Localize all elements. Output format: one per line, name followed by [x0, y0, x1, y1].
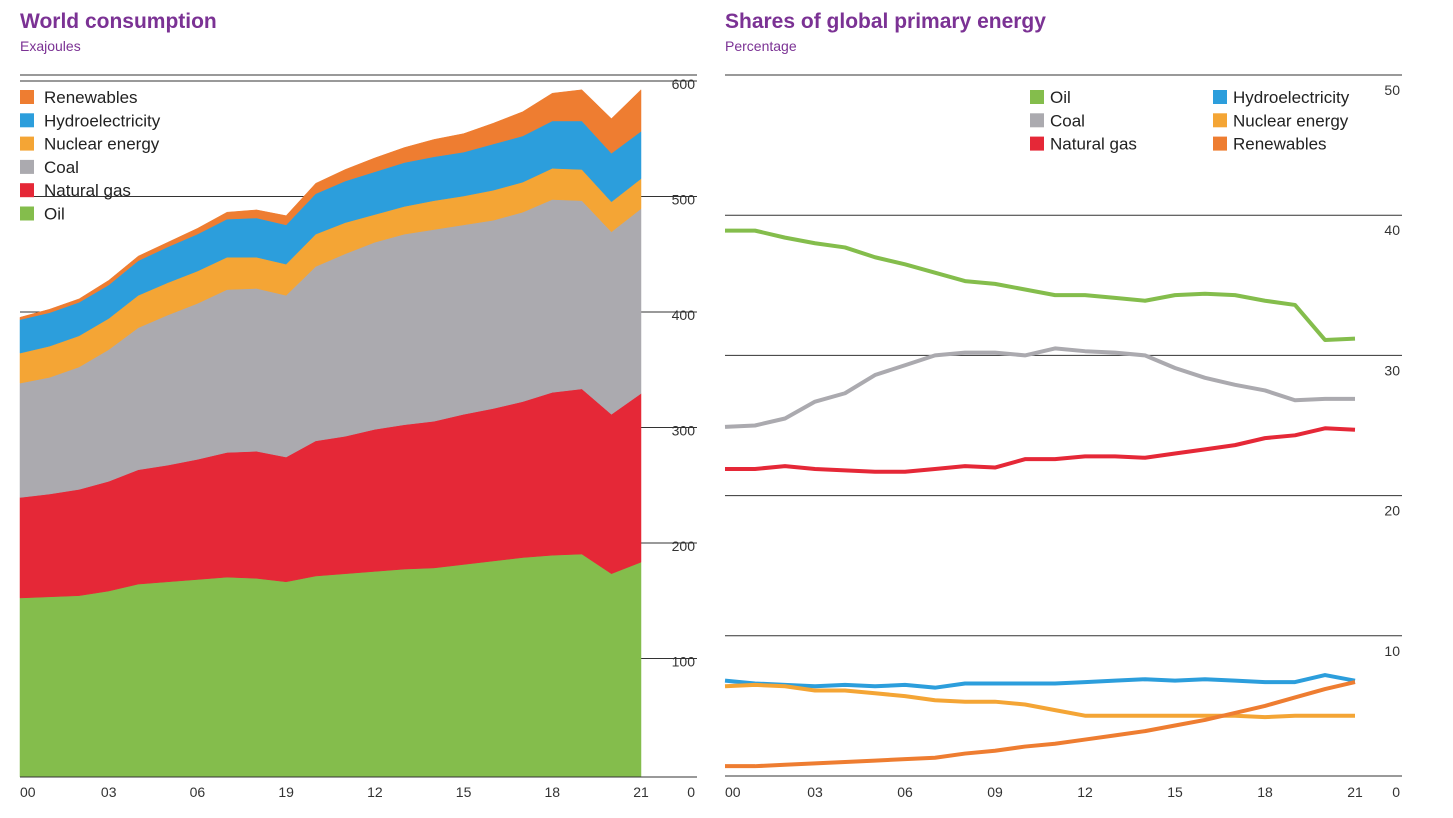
line-renewables — [725, 680, 1356, 769]
chart-title-shares: Shares of global primary energy — [725, 10, 1046, 33]
y-tick-label: 300 — [672, 423, 696, 439]
x-tick-label: 15 — [1167, 784, 1183, 800]
line-hydroelectricity — [724, 673, 1356, 690]
x-tick-label: 18 — [544, 784, 560, 800]
legend-label-coal: Coal — [1050, 111, 1085, 130]
x-tick-label: 21 — [1347, 784, 1363, 800]
x-tick-label: 15 — [456, 784, 472, 800]
x-tick-label: 00 — [725, 784, 741, 800]
y-tick-label: 30 — [1384, 362, 1400, 378]
legend-swatch-hydroelectricity — [1213, 90, 1227, 104]
legend-label-hydroelectricity: Hydroelectricity — [1233, 88, 1350, 107]
legend-label-natural-gas: Natural gas — [1050, 135, 1137, 154]
x-tick-label: 12 — [367, 784, 383, 800]
x-tick-label: 18 — [1257, 784, 1273, 800]
legend-label-coal: Coal — [44, 158, 79, 177]
legend-swatch-natural-gas — [1030, 136, 1044, 151]
x-tick-label: 21 — [633, 784, 649, 800]
legend-swatch-renewables — [20, 90, 34, 104]
x-tick-label: 03 — [101, 784, 117, 800]
line-coal — [724, 346, 1355, 429]
y-tick-label: 10 — [1384, 643, 1400, 659]
legend-label-renewables: Renewables — [1233, 135, 1327, 154]
x-tick-label: 06 — [190, 784, 206, 800]
x-tick-label: 19 — [278, 784, 294, 800]
y-tick-label: 200 — [672, 538, 696, 554]
y-tick-label: 0 — [687, 784, 695, 800]
legend-swatch-hydroelectricity — [20, 113, 34, 128]
line-oil — [725, 228, 1356, 342]
legend-swatch-coal — [1030, 113, 1044, 128]
legend-swatch-oil — [1030, 90, 1044, 104]
x-tick-label: 09 — [987, 784, 1003, 800]
y-tick-label: 20 — [1384, 503, 1400, 519]
legend-label-renewables: Renewables — [44, 88, 138, 107]
y-tick-label: 0 — [1392, 784, 1400, 800]
legend-swatch-nuclear-energy — [1213, 113, 1227, 128]
line-natural-gas — [725, 426, 1356, 474]
legend-label-nuclear-energy: Nuclear energy — [44, 135, 160, 154]
x-tick-label: 12 — [1077, 784, 1093, 800]
y-tick-label: 40 — [1384, 222, 1400, 238]
chart-title-consumption: World consumption — [20, 10, 217, 33]
y-tick-label: 100 — [672, 654, 696, 670]
legend-label-natural-gas: Natural gas — [44, 181, 131, 200]
legend-swatch-oil — [20, 206, 34, 221]
legend-swatch-coal — [20, 159, 34, 174]
area-renewables — [19, 89, 642, 320]
legend-label-oil: Oil — [1050, 88, 1071, 107]
y-tick-label: 600 — [672, 76, 696, 92]
chart-subtitle-shares: Percentage — [725, 38, 797, 54]
chart-subtitle-consumption: Exajoules — [20, 38, 81, 54]
legend-swatch-nuclear-energy — [20, 136, 34, 151]
legend-swatch-renewables — [1213, 136, 1227, 151]
legend-swatch-natural-gas — [20, 183, 34, 198]
x-tick-label: 00 — [20, 784, 36, 800]
legend-label-hydroelectricity: Hydroelectricity — [44, 111, 161, 130]
x-tick-label: 06 — [897, 784, 913, 800]
x-tick-label: 03 — [807, 784, 823, 800]
legend-label-oil: Oil — [44, 205, 65, 224]
y-tick-label: 400 — [672, 307, 696, 323]
legend-label-nuclear-energy: Nuclear energy — [1233, 111, 1349, 130]
line-nuclear-energy — [724, 682, 1355, 720]
y-tick-label: 500 — [672, 192, 696, 208]
y-tick-label: 50 — [1384, 82, 1400, 98]
